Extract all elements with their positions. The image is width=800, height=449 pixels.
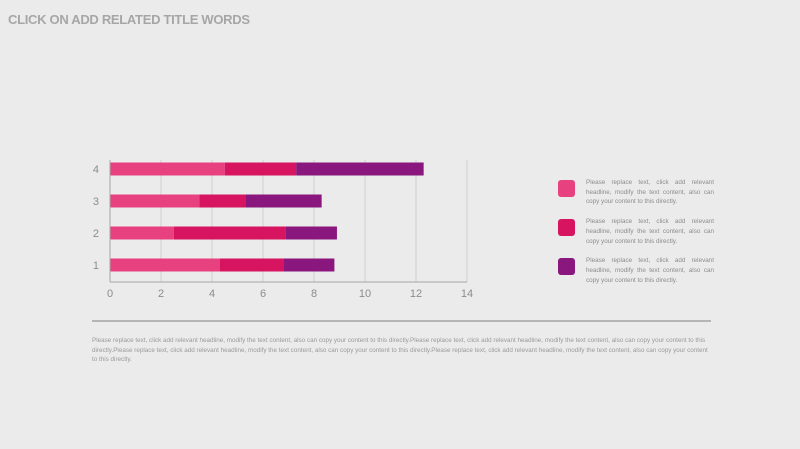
bar-segment (296, 162, 424, 176)
page-title: CLICK ON ADD RELATED TITLE WORDS (8, 12, 250, 27)
legend-swatch (558, 219, 575, 237)
bar-segment (110, 258, 220, 272)
x-tick-label: 12 (410, 288, 422, 300)
bar-segment (199, 194, 246, 208)
legend-item: Please replace text, click add relevant … (558, 256, 714, 285)
x-tick-label: 14 (461, 288, 473, 300)
bars-layer (110, 162, 424, 272)
bar-segment (224, 162, 297, 176)
legend-item: Please replace text, click add relevant … (558, 217, 714, 246)
x-tick-label: 4 (209, 288, 215, 300)
legend-swatch (558, 258, 575, 276)
x-tick-label: 8 (311, 288, 317, 300)
y-tick-label: 4 (93, 164, 99, 176)
legend-item: Please replace text, click add relevant … (558, 178, 714, 207)
legend: Please replace text, click add relevant … (558, 178, 714, 295)
bar-segment (110, 194, 200, 208)
x-tick-label: 2 (158, 288, 164, 300)
x-tick-label: 6 (260, 288, 266, 300)
bar-segment (245, 194, 322, 208)
bar-segment (283, 258, 335, 272)
bar-segment (173, 226, 286, 240)
x-tick-label: 10 (359, 288, 371, 300)
y-tick-label: 2 (93, 228, 99, 240)
bar-segment (219, 258, 284, 272)
y-tick-label: 3 (93, 196, 99, 208)
bar-segment (110, 226, 174, 240)
legend-text: Please replace text, click add relevant … (586, 179, 714, 206)
y-tick-label: 1 (93, 260, 99, 272)
footer-text: Please replace text, click add relevant … (92, 337, 708, 364)
divider (92, 320, 711, 322)
bar-segment (285, 226, 337, 240)
legend-text: Please replace text, click add relevant … (586, 257, 714, 284)
x-tick-label: 0 (107, 288, 113, 300)
legend-text: Please replace text, click add relevant … (586, 218, 714, 245)
bar-segment (110, 162, 225, 176)
legend-swatch (558, 180, 575, 197)
